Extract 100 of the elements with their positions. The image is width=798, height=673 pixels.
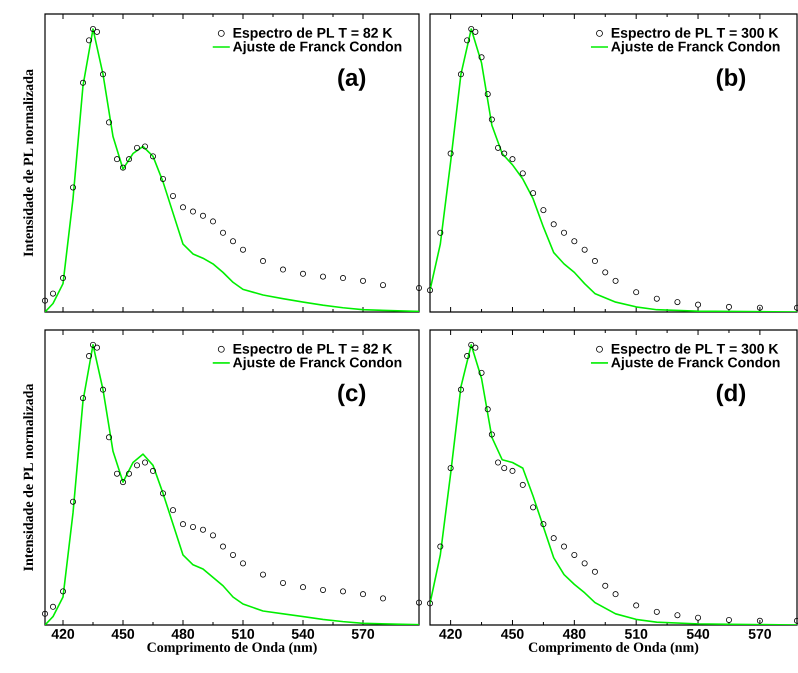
point	[80, 395, 86, 402]
point	[42, 298, 48, 304]
point	[380, 595, 386, 602]
point	[488, 116, 495, 123]
x-tick-label: 510	[232, 628, 254, 639]
point	[427, 600, 434, 606]
point	[340, 588, 346, 594]
x-tick-label: 570	[352, 628, 374, 639]
point	[106, 434, 112, 440]
x-tick-label: 510	[624, 628, 648, 639]
x-tick-label: 420	[439, 628, 462, 639]
point	[190, 208, 196, 215]
legend-label: Espectro de PL T = 82 K	[234, 28, 392, 41]
point	[501, 150, 508, 157]
point	[612, 278, 619, 284]
point	[582, 560, 588, 566]
x-tick-label: 540	[292, 628, 314, 639]
point	[114, 470, 120, 477]
point	[561, 230, 568, 236]
point	[592, 568, 598, 575]
point	[114, 156, 120, 162]
point	[300, 584, 306, 590]
legend-label: Espectro de PL T = 300 K	[612, 28, 778, 41]
point	[484, 91, 491, 98]
point	[126, 470, 132, 477]
point	[86, 37, 92, 44]
point	[509, 468, 516, 474]
point	[180, 204, 186, 210]
point	[126, 156, 132, 162]
point	[280, 580, 286, 586]
point	[70, 498, 76, 505]
point	[100, 386, 106, 393]
point	[90, 342, 96, 348]
point	[90, 26, 96, 32]
annotation: (a)	[338, 68, 366, 91]
x-tick-label: 480	[172, 628, 194, 639]
point	[230, 552, 236, 558]
point	[464, 37, 470, 44]
point	[458, 386, 464, 393]
point	[134, 462, 140, 468]
point	[571, 552, 578, 558]
point	[592, 258, 598, 264]
point	[416, 284, 422, 291]
point	[210, 532, 216, 538]
point	[260, 572, 266, 578]
point	[448, 465, 454, 472]
point	[170, 192, 176, 199]
point	[280, 266, 286, 273]
point	[260, 258, 266, 264]
point	[726, 616, 732, 623]
point	[190, 524, 196, 530]
legend-label: Ajuste de Franck Condon	[611, 357, 780, 370]
x-axis-title: Comprimento de Onda (nm)	[147, 642, 317, 655]
point	[160, 490, 166, 496]
point	[654, 296, 660, 302]
annotation: (d)	[716, 384, 746, 406]
point	[437, 544, 444, 550]
point	[633, 602, 640, 608]
point	[495, 144, 502, 151]
point	[571, 238, 578, 244]
y-axis-title: Intensidade de PL normalizada	[23, 69, 34, 256]
point	[478, 54, 485, 60]
x-tick-label: 480	[562, 628, 586, 639]
point	[472, 28, 478, 35]
point	[561, 544, 568, 550]
point	[134, 144, 140, 151]
point	[540, 521, 546, 528]
point	[106, 119, 112, 126]
point	[612, 591, 619, 598]
point	[220, 544, 226, 550]
point	[633, 289, 640, 296]
point	[501, 465, 508, 472]
point	[484, 406, 491, 412]
point	[448, 150, 454, 157]
point	[220, 230, 226, 236]
annotation: (b)	[716, 68, 746, 91]
point	[86, 353, 92, 360]
point	[150, 468, 156, 474]
point	[150, 153, 156, 160]
point	[695, 614, 702, 621]
point	[550, 535, 557, 542]
point	[416, 600, 422, 606]
point	[340, 275, 346, 282]
point	[360, 591, 366, 598]
point	[100, 71, 106, 78]
point	[380, 282, 386, 288]
point	[120, 479, 126, 486]
point	[300, 270, 306, 277]
point	[160, 176, 166, 182]
point	[602, 582, 608, 589]
point	[240, 560, 246, 566]
annotation: (c)	[338, 384, 366, 406]
point	[468, 26, 474, 32]
point	[472, 344, 478, 351]
point	[50, 604, 56, 610]
point	[458, 71, 464, 78]
point	[360, 278, 366, 284]
point	[464, 353, 470, 360]
x-tick-label: 540	[686, 628, 710, 639]
point	[320, 274, 326, 280]
